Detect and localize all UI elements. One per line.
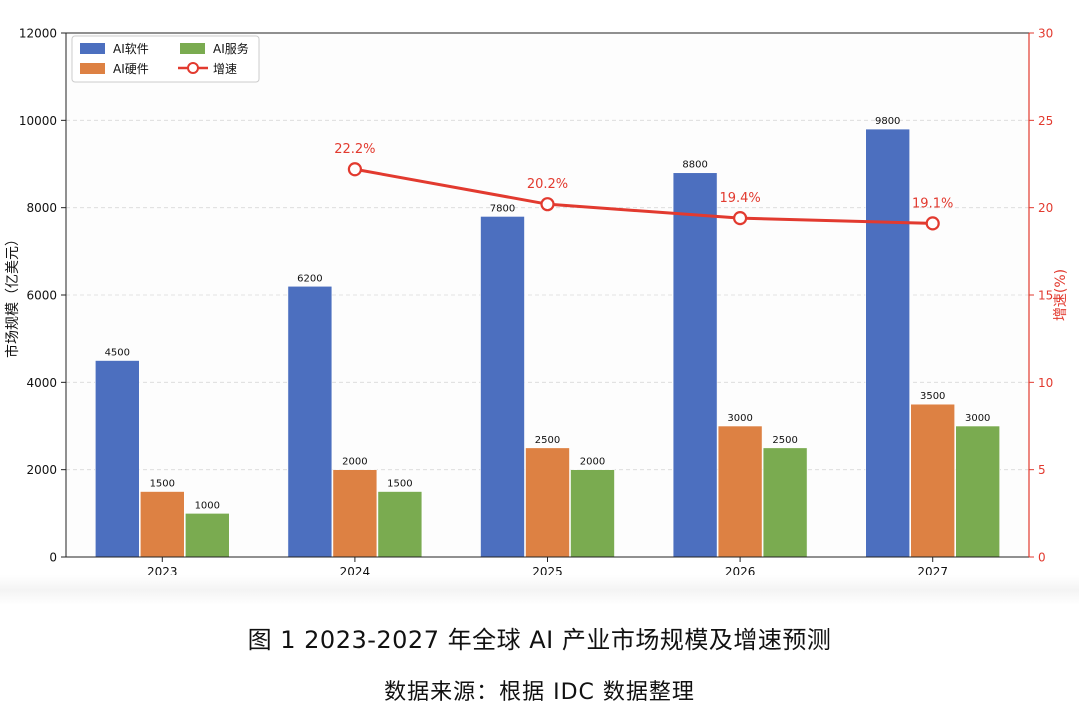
legend: AI软件 AI硬件 AI服务 增速 [71,35,260,83]
legend-frame [71,35,260,83]
growth-line: 22.2% 20.2% 19.4% 19.1% [334,142,953,231]
growth-point [925,216,940,231]
y-tick-label: 6000 [26,289,57,303]
y2-tick-label: 20 [1038,201,1053,215]
y-tick-label: 4000 [26,376,57,390]
y2-tick-label: 10 [1038,376,1053,390]
bar [377,491,423,558]
bar [762,447,808,558]
bar-value-label: 9800 [875,116,900,127]
growth-point-label: 19.1% [912,196,953,211]
bar [480,216,525,558]
data-source-note: 数据来源：根据 IDC 数据整理 [384,680,695,705]
y2-axis-label: 增速(%) [1053,269,1069,321]
bar [672,172,718,558]
bar-value-label: 7800 [490,203,515,214]
bar-value-label: 6200 [297,273,322,284]
bar [717,425,763,558]
bar [865,128,911,558]
legend-label-growth: 增速 [213,62,237,76]
bar [185,513,230,558]
y-tick-label: 10000 [19,114,57,128]
y-axis-label: 市场规模（亿美元） [4,232,21,358]
y2-tick-label: 0 [1038,551,1046,565]
y2-tick-label: 15 [1038,289,1053,303]
y-tick-label: 12000 [19,27,57,41]
bar-value-label: 2000 [342,457,367,468]
legend-marker-growth [187,62,199,74]
bar-value-label: 8800 [682,160,707,171]
bar [570,469,615,558]
figure-caption: 图 1 2023-2027 年全球 AI 产业市场规模及增速预测 [247,626,832,654]
y2-tick-label: 25 [1038,114,1053,128]
combo-chart: 4500620078008800980015002000250030003500… [4,26,1069,596]
bar-value-label: 3500 [920,391,945,402]
bar-value-label: 1500 [387,479,412,490]
growth-point-label: 22.2% [334,142,375,157]
bar-value-label: 2500 [772,435,797,446]
y-tick-label: 2000 [26,463,57,477]
legend-label-software: AI软件 [113,42,149,56]
bar [140,491,185,558]
growth-line-path [354,167,933,225]
growth-point [347,162,362,177]
bars: 4500 6200 7800 8800 9800 1500 2000 2500 3000 3500… [95,116,1001,558]
bar [525,447,570,558]
legend-swatch-services [180,43,205,54]
y-tick-label: 0 [49,551,57,565]
y2-tick-label: 5 [1038,463,1046,477]
y-tick-label: 8000 [26,201,57,215]
bar-value-label: 2000 [580,457,605,468]
legend-swatch-software [80,43,105,54]
growth-point-label: 19.4% [719,191,760,206]
bar [955,425,1001,558]
growth-point [732,211,748,226]
bar [95,360,140,558]
legend-label-services: AI服务 [213,41,249,56]
growth-point-label: 20.2% [527,177,568,192]
bar [910,403,956,558]
legend-swatch-hardware [80,63,105,74]
figure-bottom-shading [0,575,1079,605]
bar-value-label: 4500 [105,348,130,359]
bar-value-label: 2500 [535,435,560,446]
bar-value-label: 1000 [195,500,220,511]
legend-label-hardware: AI硬件 [113,62,149,76]
bar-value-label: 1500 [150,479,175,490]
bar [287,285,333,558]
y2-tick-label: 30 [1038,27,1053,41]
bar-value-label: 3000 [965,413,990,424]
bar [332,469,378,558]
growth-point [540,197,555,212]
bar-value-label: 3000 [727,413,752,424]
